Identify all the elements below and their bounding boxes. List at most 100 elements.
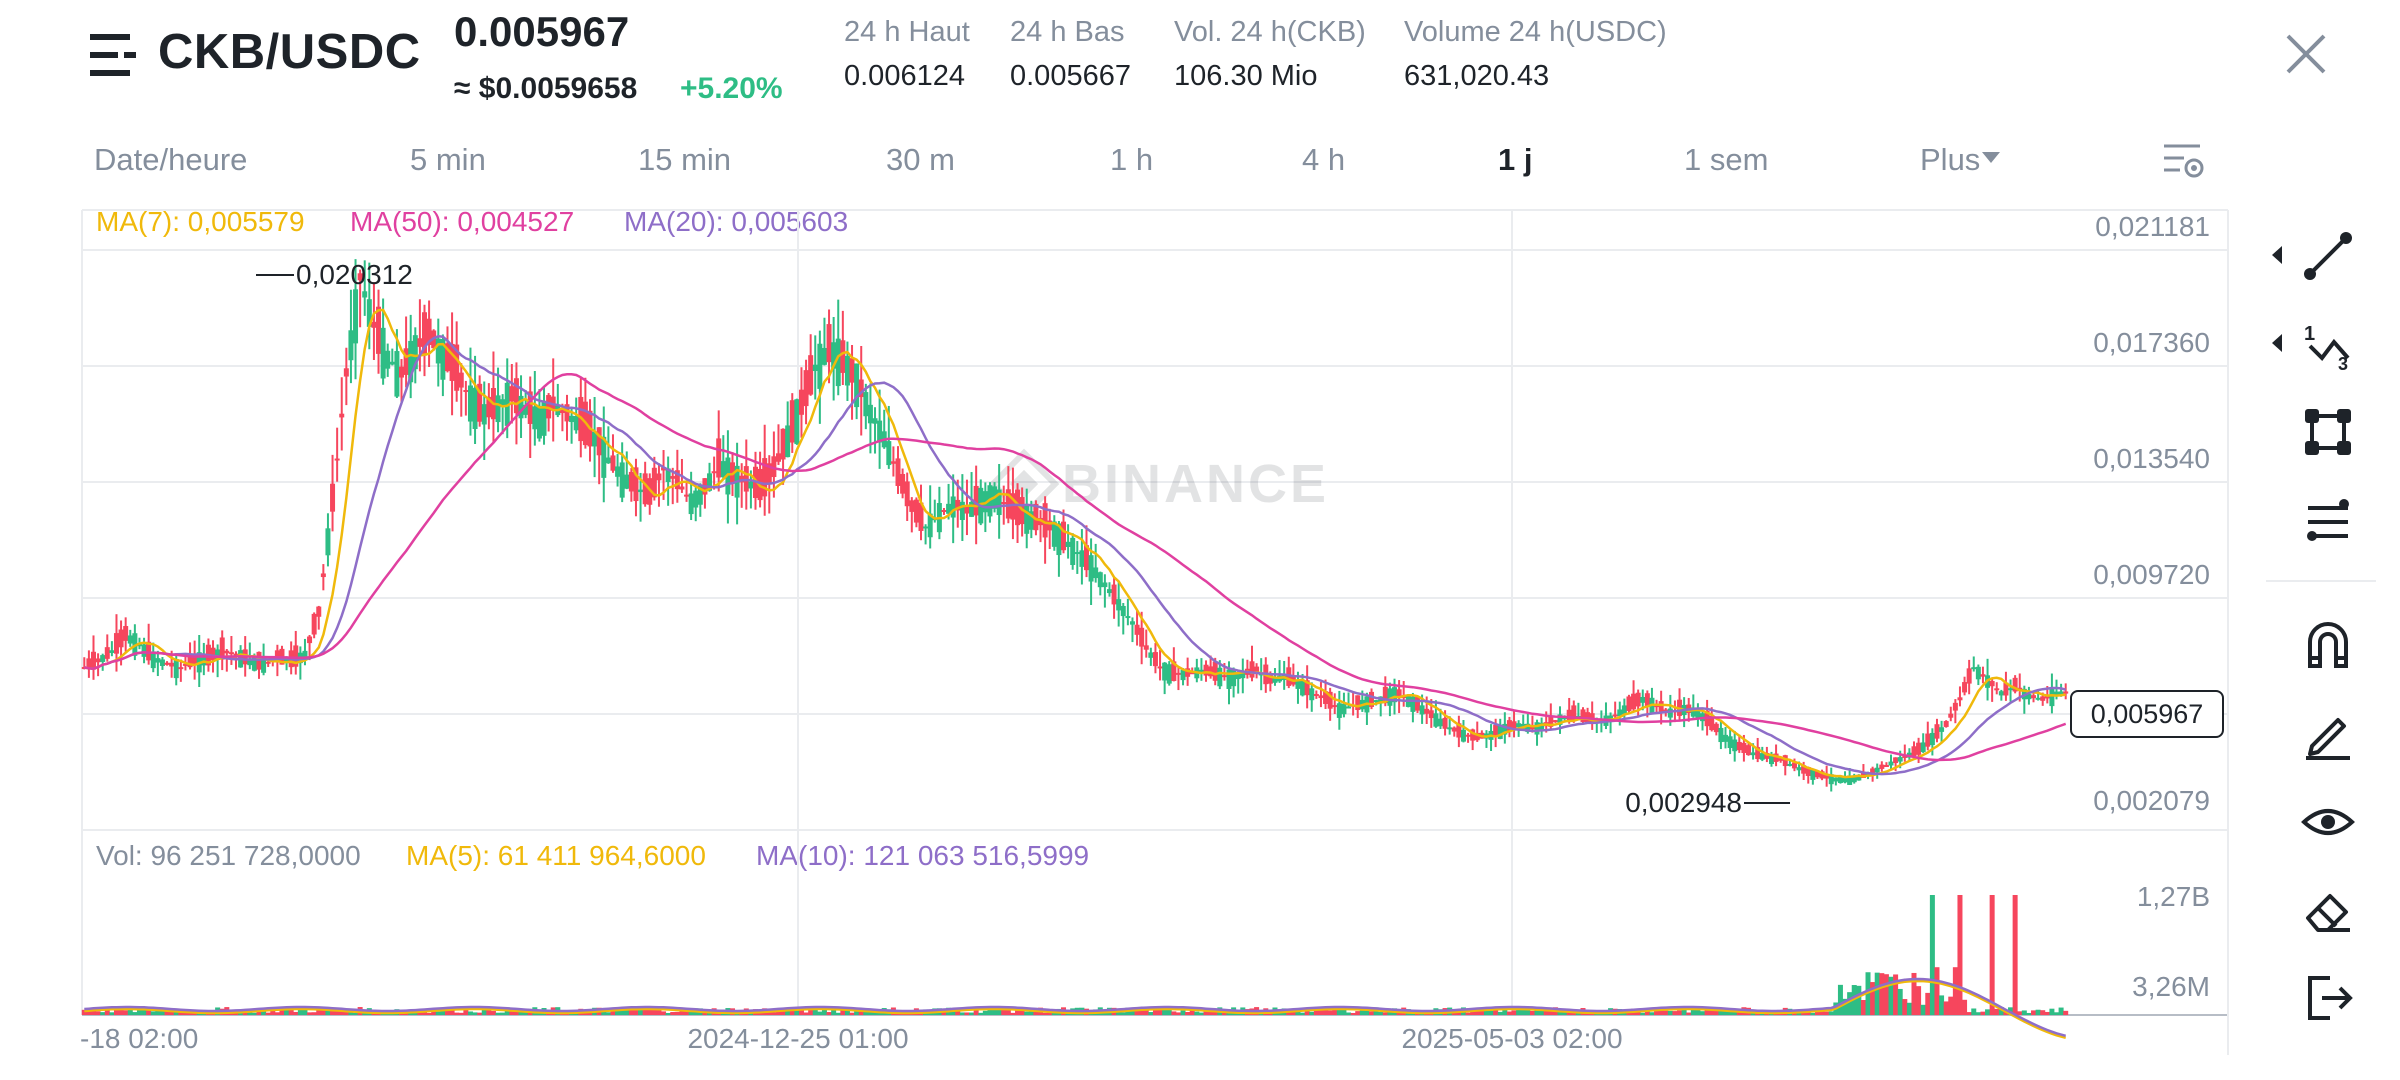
volume-bar xyxy=(1920,1004,1926,1015)
expand-caret[interactable] xyxy=(2272,334,2282,352)
candle-body xyxy=(192,654,198,665)
candle-body xyxy=(1341,703,1347,715)
candle-body xyxy=(1755,747,1761,759)
candle-body xyxy=(886,441,892,466)
volume-bar xyxy=(1939,995,1945,1015)
candle-body xyxy=(1074,552,1080,555)
tab-more[interactable]: Plus xyxy=(1920,142,1981,177)
pencil-icon[interactable] xyxy=(2300,706,2356,762)
tab-15min[interactable]: 15 min xyxy=(638,142,732,177)
candle-body xyxy=(1116,599,1122,611)
trading-pair[interactable]: CKB/USDC xyxy=(158,25,421,79)
tab-date-time[interactable]: Date/heure xyxy=(94,142,248,177)
candle-body xyxy=(596,427,602,456)
candle-body xyxy=(955,499,961,511)
candle-body xyxy=(1143,645,1149,650)
stat-24h-high-value: 0.006124 xyxy=(844,60,965,92)
candle-body xyxy=(798,389,804,415)
exit-icon[interactable] xyxy=(2300,970,2356,1026)
volume-bar xyxy=(1203,1011,1209,1015)
volume-bar xyxy=(270,1008,276,1015)
expand-caret[interactable] xyxy=(2272,246,2282,264)
candle-body xyxy=(817,343,823,389)
volume-bar xyxy=(426,1012,432,1015)
volume-bar xyxy=(684,1010,690,1015)
candle-body xyxy=(1690,707,1696,717)
tab-30m[interactable]: 30 m xyxy=(886,142,955,177)
volume-bar xyxy=(1543,1009,1549,1015)
candle-body xyxy=(1787,763,1793,766)
tab-1w[interactable]: 1 sem xyxy=(1684,142,1769,177)
candle-body xyxy=(918,502,924,531)
candle-body xyxy=(1318,695,1324,699)
volume-bar xyxy=(1313,1009,1319,1015)
visibility-eye-icon[interactable] xyxy=(2300,794,2356,850)
candle-body xyxy=(1083,545,1089,571)
tab-4h[interactable]: 4 h xyxy=(1302,142,1346,177)
candle-body xyxy=(711,471,717,474)
candle-body xyxy=(233,653,239,656)
trend-line-icon[interactable] xyxy=(2300,228,2356,284)
volume-bar xyxy=(1667,1010,1673,1015)
volume-bar xyxy=(1010,1012,1016,1015)
volume-bar xyxy=(1888,976,1894,1015)
chart-settings-icon[interactable] xyxy=(2160,138,2206,184)
volume-bar xyxy=(1162,1008,1168,1015)
candle-body xyxy=(1506,720,1512,731)
volume-bar xyxy=(1493,1008,1499,1015)
candlestick-chart[interactable]: BINANCE 0,021181 0,017360 0,013540 0,009720… xyxy=(0,190,2260,1070)
volume-bar xyxy=(1810,1012,1816,1015)
parallel-channel-icon[interactable] xyxy=(2300,492,2356,548)
candle-body xyxy=(1502,723,1508,735)
menu-icon[interactable] xyxy=(88,30,138,80)
candle-body xyxy=(1451,727,1457,732)
volume-bar xyxy=(1819,1010,1825,1015)
candle-body xyxy=(1778,758,1784,761)
chart-grid xyxy=(81,209,2229,1055)
volume-bar xyxy=(1332,1009,1338,1015)
candle-body xyxy=(1828,774,1834,785)
legend-vol-ma10: MA(10): 121 063 516,5999 xyxy=(756,840,1090,871)
legend-volume: Vol: 96 251 728,0000 xyxy=(96,840,361,871)
legend-ma7: MA(7): 0,005579 xyxy=(96,206,305,237)
volume-bar xyxy=(872,1011,878,1015)
volume-bar xyxy=(481,1008,487,1015)
candle-body xyxy=(946,503,952,514)
candle-body xyxy=(808,355,814,395)
volume-ma-lines xyxy=(84,977,2067,1040)
candle-body xyxy=(2026,694,2032,700)
moving-average-lines xyxy=(84,308,2067,779)
volume-bar xyxy=(628,1009,634,1015)
eraser-icon[interactable] xyxy=(2300,882,2356,938)
candle-body xyxy=(670,476,676,479)
volume-bar xyxy=(1906,1002,1912,1015)
volume-bar xyxy=(1695,1007,1701,1015)
volume-bar xyxy=(1860,1000,1866,1015)
tab-1d[interactable]: 1 j xyxy=(1498,142,1533,177)
candle-body xyxy=(224,650,230,654)
volume-bar xyxy=(1943,1001,1949,1015)
time-axis-label: 2025-05-03 02:00 xyxy=(1401,1023,1622,1054)
candle-body xyxy=(215,649,221,660)
candle-body xyxy=(357,273,363,281)
volume-bar xyxy=(132,1012,138,1015)
candle-body xyxy=(210,647,216,661)
tab-1h[interactable]: 1 h xyxy=(1110,142,1154,177)
volume-bar xyxy=(518,1010,524,1015)
chevron-down-icon[interactable] xyxy=(1982,152,2000,163)
volume-bar xyxy=(509,1010,515,1015)
volume-bar xyxy=(1874,972,1880,1015)
candle-body xyxy=(2008,688,2014,691)
volume-bar xyxy=(458,1012,464,1015)
magnet-icon[interactable] xyxy=(2300,618,2356,674)
candle-body xyxy=(1805,767,1811,776)
candle-body xyxy=(2031,695,2037,699)
volume-bar xyxy=(2026,1012,2032,1015)
tab-5min[interactable]: 5 min xyxy=(410,142,486,177)
close-icon[interactable] xyxy=(2280,28,2332,80)
candle-body xyxy=(794,399,800,445)
volume-bar xyxy=(1166,1008,1172,1015)
rectangle-icon[interactable] xyxy=(2300,404,2356,460)
candle-body xyxy=(164,662,170,665)
